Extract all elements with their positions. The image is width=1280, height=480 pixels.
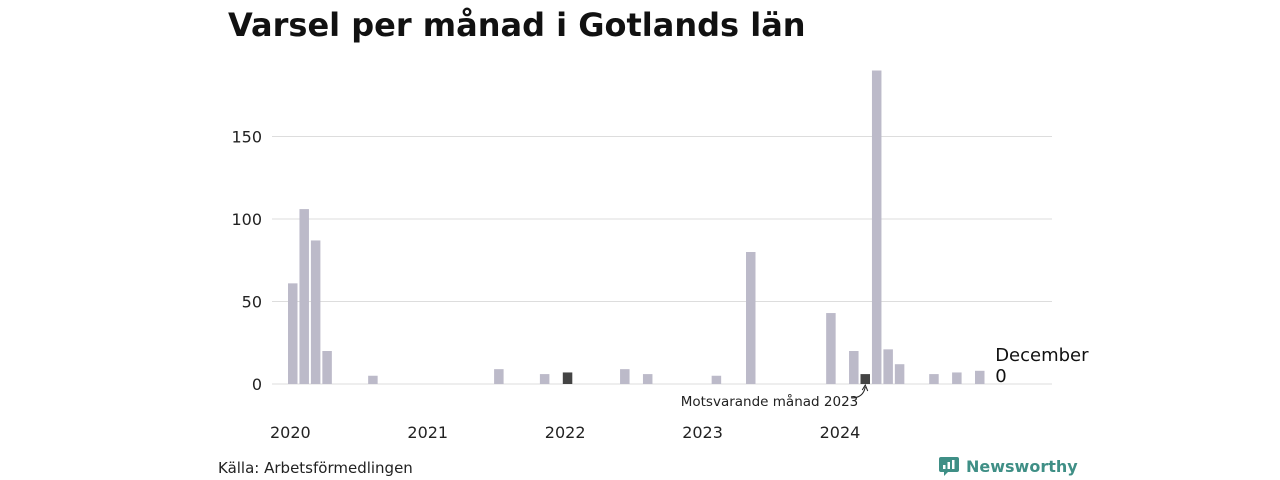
bar	[929, 374, 939, 384]
bars	[288, 70, 985, 384]
brand-logo[interactable]: Newsworthy	[938, 455, 1078, 477]
bar	[539, 374, 550, 384]
annotation-arrow	[851, 386, 866, 399]
bar	[562, 372, 573, 384]
x-tick-label: 2021	[407, 423, 448, 442]
bar	[860, 374, 870, 384]
x-tick-label: 2022	[545, 423, 586, 442]
brand-name: Newsworthy	[966, 456, 1078, 476]
bar	[620, 369, 630, 384]
annotation-arrowhead	[861, 383, 869, 392]
bar	[368, 375, 378, 384]
bar	[871, 70, 882, 384]
axis-labels: 0 50 100 150 2020 2021 2022 2023 2024	[231, 128, 860, 443]
bar-chart-speech-bubble-icon	[939, 457, 959, 476]
annotation-corresponding-month: Motsvarande månad 2023	[681, 393, 859, 410]
bar	[826, 313, 836, 384]
bar	[883, 349, 893, 384]
bar	[642, 374, 653, 384]
y-tick-label: 150	[231, 128, 262, 147]
y-tick-label: 100	[231, 210, 262, 229]
source-note: Källa: Arbetsförmedlingen	[218, 459, 413, 477]
x-tick-label: 2023	[682, 423, 723, 442]
bar	[746, 252, 756, 384]
last-month-label: December	[995, 345, 1089, 366]
bar	[310, 240, 321, 384]
last-month-value: 0	[995, 366, 1006, 387]
y-tick-label: 50	[242, 293, 262, 312]
y-tick-label: 0	[252, 375, 262, 394]
gridlines	[272, 136, 1052, 385]
bar	[894, 364, 905, 384]
bar	[322, 351, 332, 384]
chart-title: Varsel per månad i Gotlands län	[228, 6, 806, 44]
bar	[975, 370, 985, 384]
x-tick-label: 2024	[820, 423, 861, 442]
bar	[711, 375, 722, 384]
bar	[299, 209, 309, 384]
bar	[952, 372, 962, 384]
bar	[494, 369, 504, 384]
bar	[849, 351, 859, 384]
bar	[288, 283, 298, 384]
x-tick-label: 2020	[270, 423, 311, 442]
